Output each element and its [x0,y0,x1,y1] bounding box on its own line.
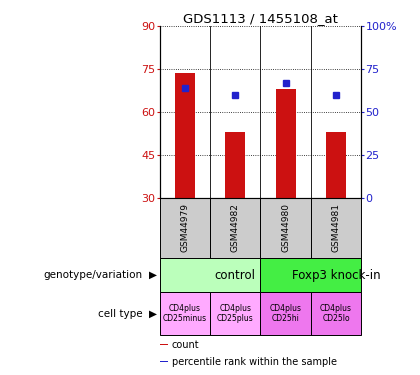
Text: control: control [215,268,256,282]
Bar [326,132,346,198]
Bar [225,132,245,198]
Text: ▶: ▶ [149,270,157,280]
Bar [311,292,361,335]
Text: CD4plus
CD25minus: CD4plus CD25minus [163,304,207,323]
Bar [276,89,296,198]
Bar [160,292,210,335]
Text: CD4plus
CD25plus: CD4plus CD25plus [217,304,254,323]
Bar [260,292,311,335]
Text: CD4plus
CD25hi: CD4plus CD25hi [270,304,302,323]
Text: GSM44979: GSM44979 [180,203,189,252]
Bar [160,361,168,363]
Bar [160,198,210,258]
Text: count: count [172,340,200,350]
Text: ▶: ▶ [149,309,157,319]
Bar [311,198,361,258]
Bar [210,292,260,335]
Text: GSM44982: GSM44982 [231,203,240,252]
Bar [260,198,311,258]
Bar [160,258,260,292]
Bar [260,258,361,292]
Text: genotype/variation: genotype/variation [44,270,143,280]
Bar [175,74,195,198]
Text: CD4plus
CD25lo: CD4plus CD25lo [320,304,352,323]
Text: cell type: cell type [98,309,143,319]
Text: Foxp3 knock-in: Foxp3 knock-in [291,268,381,282]
Text: GSM44981: GSM44981 [331,203,341,252]
Text: percentile rank within the sample: percentile rank within the sample [172,357,337,367]
Title: GDS1113 / 1455108_at: GDS1113 / 1455108_at [183,12,338,25]
Text: GSM44980: GSM44980 [281,203,290,252]
Bar [160,344,168,345]
Bar [210,198,260,258]
